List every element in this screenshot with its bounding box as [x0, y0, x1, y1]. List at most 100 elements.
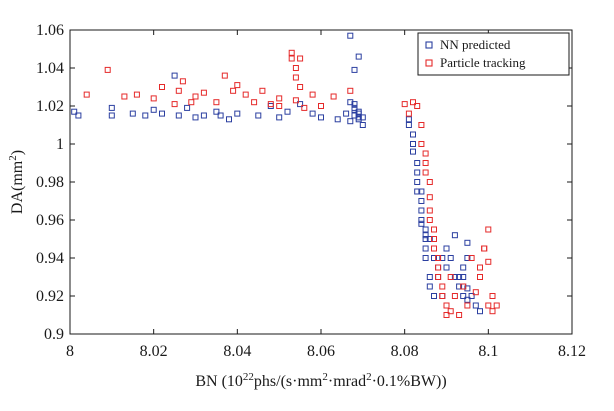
- data-point: [464, 239, 471, 246]
- data-point: [267, 101, 274, 108]
- data-point: [489, 293, 496, 299]
- y-tick-label: 0.96: [36, 212, 64, 229]
- data-point: [276, 95, 283, 102]
- data-point: [242, 91, 249, 98]
- y-tick-label: 0.9: [44, 326, 64, 343]
- data-point: [255, 112, 262, 119]
- data-point: [489, 308, 496, 315]
- data-point: [410, 141, 416, 147]
- data-point: [477, 264, 483, 271]
- data-point: [230, 87, 237, 94]
- data-point: [414, 188, 421, 195]
- data-point: [431, 255, 437, 261]
- data-point: [485, 258, 492, 265]
- data-point: [464, 255, 471, 261]
- data-point: [179, 78, 186, 85]
- data-point: [426, 179, 433, 185]
- data-point: [355, 53, 362, 60]
- data-point: [418, 207, 425, 214]
- data-point: [318, 103, 324, 109]
- data-point: [422, 255, 429, 261]
- data-point: [447, 255, 454, 261]
- data-point: [414, 103, 421, 109]
- data-point: [108, 104, 115, 111]
- axis-ticks: 8 8.02 8.04 8.06 8.08 8.1 8.12 0.9 0.92 0.94 0.96 0…: [36, 22, 586, 360]
- data-point: [104, 66, 111, 73]
- series-nn-predicted: [71, 32, 483, 315]
- data-point: [435, 264, 442, 271]
- legend-box: [417, 32, 570, 76]
- legend: NN predicted Particle tracking: [417, 32, 570, 76]
- data-point: [359, 114, 366, 121]
- data-point: [309, 110, 316, 117]
- data-point: [175, 112, 182, 119]
- data-point: [405, 116, 412, 123]
- data-point: [301, 104, 308, 111]
- data-point: [150, 95, 157, 102]
- data-point: [418, 188, 425, 195]
- data-point: [451, 232, 458, 239]
- data-point: [359, 122, 366, 128]
- x-tick-label: 8.04: [223, 343, 251, 360]
- data-point: [200, 89, 207, 96]
- data-point: [129, 110, 136, 117]
- data-point: [456, 274, 463, 280]
- data-point: [192, 93, 199, 100]
- data-point: [292, 74, 299, 81]
- data-point: [347, 118, 354, 125]
- data-point: [422, 226, 429, 233]
- data-point: [481, 245, 488, 252]
- data-point: [221, 72, 228, 79]
- series-particle-tracking: [83, 49, 500, 318]
- data-point: [200, 112, 207, 119]
- data-point: [426, 236, 433, 242]
- data-point: [435, 255, 442, 261]
- y-tick-label: 0.98: [36, 174, 64, 191]
- data-point: [288, 49, 295, 56]
- data-point: [410, 148, 416, 155]
- data-point: [259, 87, 266, 94]
- data-point: [414, 160, 421, 166]
- data-point: [439, 283, 446, 290]
- data-point: [460, 293, 467, 299]
- data-point: [171, 72, 178, 79]
- data-point: [234, 82, 241, 89]
- data-point: [426, 207, 433, 214]
- data-point: [439, 255, 446, 261]
- data-point: [493, 302, 500, 309]
- plot-frame: [69, 29, 573, 335]
- data-point: [292, 65, 299, 71]
- data-point: [418, 198, 425, 204]
- data-point: [347, 87, 354, 94]
- data-point: [460, 264, 467, 271]
- data-point: [431, 226, 437, 233]
- data-point: [443, 245, 450, 252]
- data-point: [133, 91, 140, 98]
- x-tick-label: 8.12: [558, 343, 586, 360]
- data-point: [439, 293, 446, 299]
- data-point: [418, 217, 425, 223]
- data-point: [334, 116, 341, 123]
- data-point: [410, 131, 416, 138]
- data-point: [213, 108, 220, 115]
- data-point: [418, 122, 425, 128]
- data-point: [343, 110, 350, 117]
- data-point: [443, 264, 450, 271]
- data-point: [347, 32, 354, 39]
- data-point: [431, 293, 437, 299]
- data-point: [292, 97, 299, 104]
- data-point: [464, 285, 471, 292]
- data-point: [414, 179, 421, 185]
- x-tick-label: 8.06: [307, 343, 335, 360]
- data-point: [426, 217, 433, 223]
- data-point: [485, 226, 492, 233]
- data-point: [159, 84, 165, 90]
- data-point: [347, 99, 354, 106]
- data-point: [435, 274, 442, 280]
- data-point: [456, 283, 463, 290]
- legend-marker-nn-predicted: [425, 41, 433, 49]
- data-point: [288, 55, 295, 62]
- data-point: [443, 312, 450, 318]
- data-point: [426, 283, 433, 290]
- data-point: [426, 274, 433, 280]
